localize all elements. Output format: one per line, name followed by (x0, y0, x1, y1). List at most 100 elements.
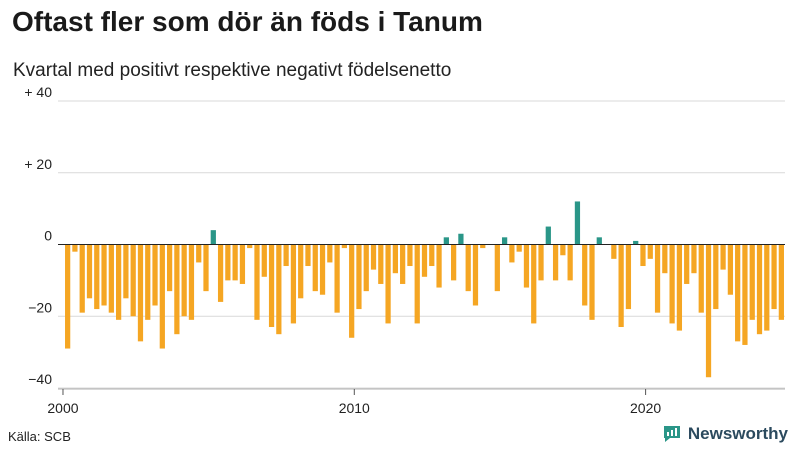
bar-negative (108, 244, 114, 313)
bar-positive (210, 230, 216, 245)
bar-negative (188, 244, 195, 320)
bar-negative (421, 244, 428, 277)
bar-negative (86, 244, 93, 299)
x-tick-label: 2020 (630, 400, 661, 416)
bar-negative (116, 244, 122, 320)
bar-negative (363, 244, 369, 292)
bar-negative (531, 244, 537, 324)
bar-negative (392, 244, 398, 274)
bar-negative (341, 244, 348, 249)
bar-negative (611, 244, 617, 259)
bar-negative (436, 244, 442, 288)
bar-positive (458, 233, 464, 245)
bar-negative (319, 244, 326, 295)
bar-negative (145, 244, 151, 320)
bar-positive (501, 237, 508, 245)
bar-negative (713, 244, 719, 310)
bar-negative (727, 244, 733, 295)
bar-negative (472, 244, 479, 306)
bar-negative (429, 244, 435, 267)
bar-negative (152, 244, 158, 306)
bar-negative (268, 244, 275, 328)
bar-negative (465, 244, 471, 292)
bar-negative (261, 244, 267, 277)
bar-negative (239, 244, 246, 284)
bar-negative (654, 244, 661, 313)
bar-negative (356, 244, 362, 310)
bar-positive (443, 237, 449, 245)
chart-subtitle: Kvartal med positivt respektive negativt… (13, 60, 452, 81)
bar-negative (400, 244, 406, 284)
bar-negative (232, 244, 238, 281)
bar-negative (567, 244, 573, 281)
bar-negative (538, 244, 544, 281)
bar-negative (123, 244, 129, 299)
bar-negative (334, 244, 340, 313)
bar-negative (414, 244, 420, 324)
bar-negative (494, 244, 500, 292)
bar-negative (552, 244, 559, 281)
bar-negative (691, 244, 697, 274)
y-tick-label: + 40 (24, 84, 52, 100)
bar-negative (451, 244, 457, 281)
bar-negative (698, 244, 704, 313)
bar-negative (771, 244, 777, 310)
bar-negative (196, 244, 202, 263)
bar-negative (290, 244, 297, 324)
bar-positive (574, 201, 581, 245)
bar-negative (217, 244, 224, 302)
bar-negative (327, 244, 333, 263)
bar-positive (596, 237, 602, 245)
x-tick-label: 2010 (339, 400, 370, 416)
bar-negative (662, 244, 668, 274)
chart-title: Oftast fler som dör än föds i Tanum (12, 6, 483, 37)
bar-positive (545, 226, 551, 245)
bar-negative (407, 244, 413, 267)
bar-negative (72, 244, 78, 252)
brand-logo[interactable]: Newsworthy (662, 424, 788, 444)
bar-negative (669, 244, 675, 324)
bar-negative (276, 244, 282, 335)
bar-negative (480, 244, 486, 249)
brand-name: Newsworthy (687, 424, 788, 443)
source-note: Källa: SCB (8, 429, 71, 444)
bar-negative (589, 244, 595, 320)
bar-negative (203, 244, 209, 292)
bar-negative (756, 244, 763, 335)
x-tick-label: 2000 (47, 400, 78, 416)
bar-negative (349, 244, 355, 338)
y-tick-label: 0 (44, 228, 52, 244)
bar-negative (582, 244, 588, 306)
bar-negative (94, 244, 100, 310)
bar-negative (749, 244, 755, 320)
bar-negative (166, 244, 173, 292)
bar-negative (640, 244, 646, 267)
bar-negative (225, 244, 231, 281)
bar-negative (385, 244, 391, 324)
bar-negative (618, 244, 624, 328)
bar-negative (254, 244, 260, 320)
bar-negative (720, 244, 726, 270)
bar-negative (684, 244, 690, 284)
bar-negative (625, 244, 632, 310)
bar-negative (378, 244, 384, 284)
bar-negative (370, 244, 377, 270)
bar-negative (101, 244, 107, 306)
bars (65, 201, 784, 378)
bar-negative (137, 244, 144, 342)
bar-negative (560, 244, 566, 256)
bar-negative (705, 244, 712, 378)
bar-negative (516, 244, 522, 252)
newsworthy-logo-icon (663, 426, 680, 442)
bar-negative (298, 244, 304, 299)
axes: −40 −20 0 + 20 + 40 2000 2010 2020 (24, 84, 785, 416)
bar-negative (647, 244, 653, 259)
y-tick-label: + 20 (24, 156, 52, 172)
bar-negative (523, 244, 530, 288)
bar-negative (509, 244, 515, 263)
bar-negative (778, 244, 784, 320)
bar-negative (764, 244, 770, 331)
bar-negative (305, 244, 311, 267)
bar-negative (283, 244, 289, 267)
bar-negative (65, 244, 71, 349)
